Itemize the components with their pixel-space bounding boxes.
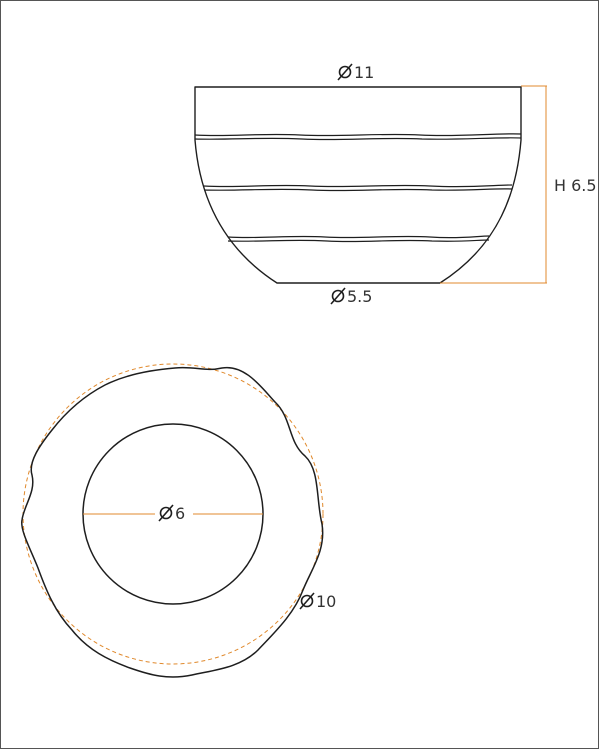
- height-label: H 6.5: [554, 176, 597, 195]
- top-view: 6 10: [21, 363, 336, 678]
- outer-diameter-label-group: 10: [299, 592, 336, 611]
- side-view: 11 5.5 H 6.5: [194, 63, 597, 306]
- top-diameter-label-group: 11: [337, 63, 374, 82]
- base-diameter-label: 5.5: [347, 287, 372, 306]
- height-dimension: [440, 85, 547, 284]
- decorative-ring-middle: [203, 184, 513, 192]
- inner-diameter-label-group: 6: [158, 504, 185, 523]
- diameter-symbol-icon: [330, 287, 346, 305]
- bowl-rim-outline: [21, 366, 324, 678]
- outer-reference-circle: [22, 363, 324, 665]
- diameter-symbol-icon: [158, 504, 174, 522]
- base-diameter-label-group: 5.5: [330, 287, 372, 306]
- diameter-symbol-icon: [337, 63, 353, 81]
- inner-diameter-label: 6: [175, 504, 185, 523]
- bowl-side-outline: [194, 86, 522, 284]
- decorative-ring-top: [194, 133, 522, 141]
- diameter-symbol-icon: [299, 592, 315, 610]
- top-diameter-label: 11: [354, 63, 374, 82]
- decorative-ring-bottom: [227, 235, 490, 243]
- outer-diameter-label: 10: [316, 592, 336, 611]
